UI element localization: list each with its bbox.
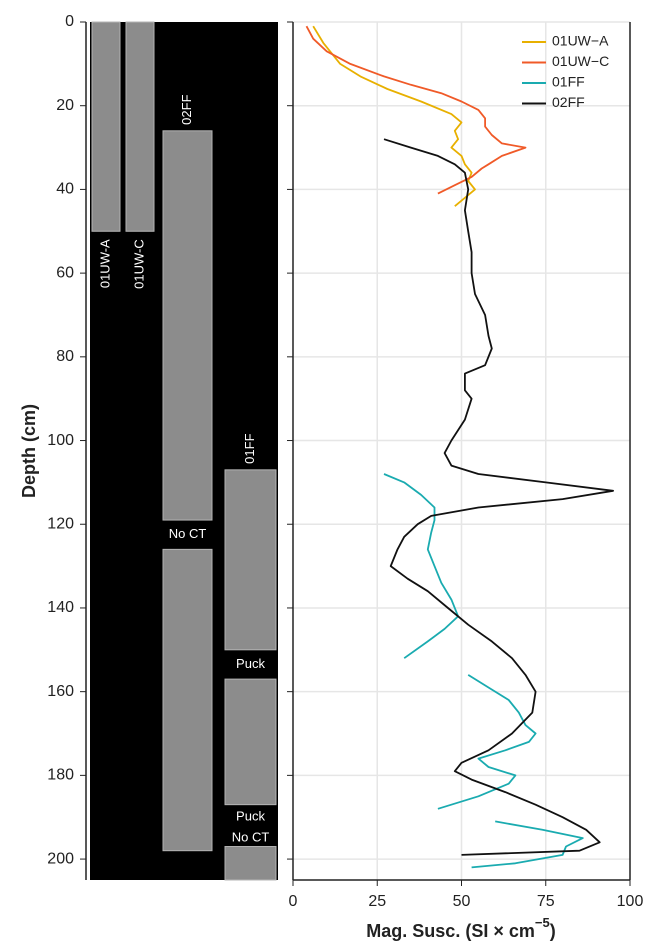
series-line: [384, 474, 583, 867]
core-section: [163, 131, 212, 520]
core-label: 01UW-A: [97, 239, 112, 288]
y-axis-title: Depth (cm): [19, 404, 39, 498]
x-title-sup: −5: [535, 915, 550, 930]
y-tick-label: 140: [47, 599, 74, 616]
x-tick-label: 50: [453, 893, 471, 910]
y-tick-label: 100: [47, 432, 74, 449]
y-tick-label: 20: [56, 97, 74, 114]
y-tick-label: 0: [65, 13, 74, 30]
y-tick-label: 40: [56, 181, 74, 198]
core-section: [163, 549, 212, 850]
y-tick-label: 200: [47, 850, 74, 867]
core-section: [225, 470, 276, 650]
series-line: [313, 26, 475, 206]
core-section: [92, 22, 120, 231]
legend-label: 02FF: [552, 94, 585, 110]
legend-label: 01UW−A: [552, 33, 609, 49]
x-tick-label: 0: [289, 893, 298, 910]
core-section: [225, 847, 276, 880]
y-tick-label: 180: [47, 767, 74, 784]
legend-label: 01FF: [552, 74, 585, 90]
x-title-main: Mag. Susc. (SI × cm: [366, 921, 535, 941]
core-label: 01UW-C: [131, 239, 146, 289]
core-section: [225, 679, 276, 805]
gap-label: Puck: [236, 656, 265, 671]
x-tick-label: 100: [617, 893, 644, 910]
legend-label: 01UW−C: [552, 53, 609, 69]
gap-label: Puck: [236, 809, 265, 824]
core-section: [126, 22, 154, 231]
x-tick-label: 25: [368, 893, 386, 910]
x-tick-label: 75: [537, 893, 555, 910]
y-tick-label: 120: [47, 515, 74, 532]
chart: Depth (cm) Mag. Susc. (SI × cm−5) 0 20 40 6…: [0, 0, 650, 947]
series-line: [384, 139, 613, 855]
core-label: 01FF: [242, 433, 257, 463]
x-axis-title: Mag. Susc. (SI × cm−5): [366, 915, 555, 940]
gap-label: No CT: [169, 526, 207, 541]
gap-label: No CT: [232, 830, 270, 845]
y-tick-label: 60: [56, 264, 74, 281]
y-tick-label: 160: [47, 683, 74, 700]
x-title-end: ): [550, 921, 556, 941]
core-label: 02FF: [179, 94, 194, 124]
series-line: [307, 26, 526, 193]
y-tick-label: 80: [56, 348, 74, 365]
